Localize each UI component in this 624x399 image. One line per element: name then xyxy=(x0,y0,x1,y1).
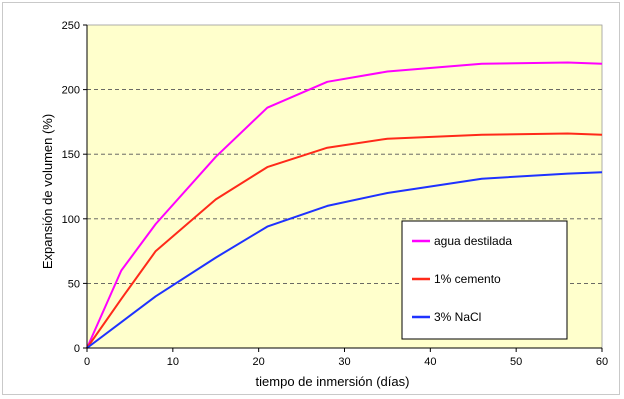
x-tick-label: 30 xyxy=(338,356,350,368)
legend-label: 3% NaCl xyxy=(434,310,481,324)
series-line xyxy=(86,132,603,349)
legend-label: agua destilada xyxy=(434,234,512,248)
x-tick-label: 50 xyxy=(510,356,522,368)
series-lines xyxy=(86,61,603,349)
legend-label: 1% cemento xyxy=(434,272,501,286)
x-tick-label: 10 xyxy=(167,356,179,368)
x-axis-ticks: 0 10 20 30 40 50 60 xyxy=(84,348,608,368)
y-tick-label: 150 xyxy=(62,149,80,161)
x-axis-label: tiempo de inmersión (días) xyxy=(256,374,410,389)
y-tick-label: 250 xyxy=(62,20,80,32)
x-tick-label: 20 xyxy=(253,356,265,368)
x-tick-label: 40 xyxy=(424,356,436,368)
legend: agua destilada 1% cemento 3% NaCl xyxy=(401,220,568,340)
y-axis-ticks: 0 50 100 150 200 250 xyxy=(62,20,87,355)
y-tick-label: 200 xyxy=(62,85,80,97)
x-tick-label: 60 xyxy=(596,356,608,368)
y-tick-label: 50 xyxy=(68,278,80,290)
y-tick-label: 100 xyxy=(62,214,80,226)
x-tick-label: 0 xyxy=(84,356,90,368)
y-tick-label: 0 xyxy=(74,343,80,355)
series-line xyxy=(86,61,603,349)
series-line xyxy=(86,171,603,349)
y-axis-label: Expansión de volumen (%) xyxy=(40,114,55,269)
